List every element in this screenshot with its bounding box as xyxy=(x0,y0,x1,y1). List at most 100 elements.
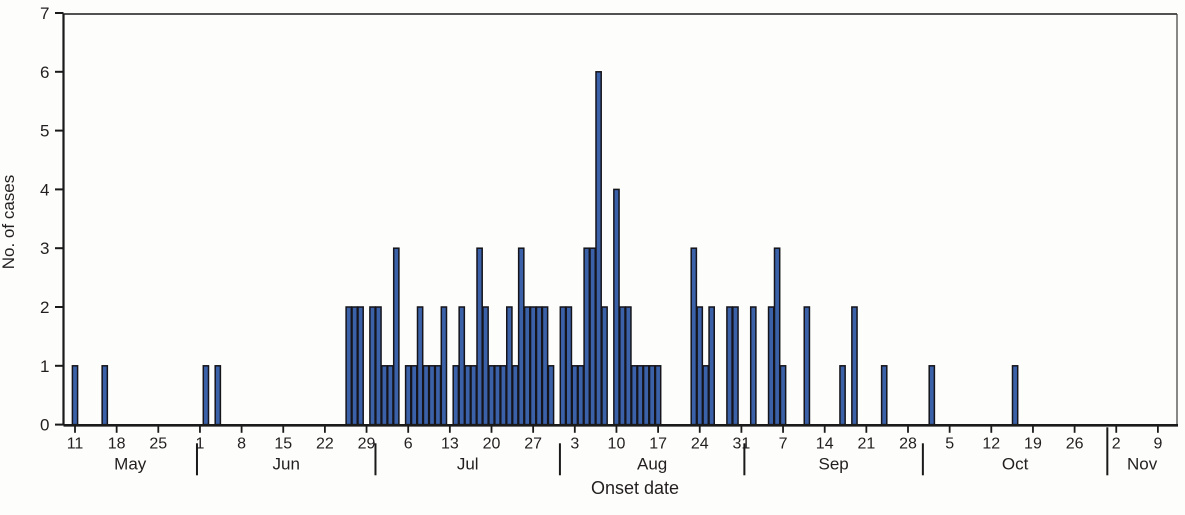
y-tick-label: 0 xyxy=(40,416,49,435)
case-bar xyxy=(702,365,710,426)
case-bar xyxy=(779,365,787,426)
case-bar xyxy=(589,247,596,426)
x-axis-title: Onset date xyxy=(590,478,680,498)
case-bar xyxy=(71,365,79,426)
bars-group xyxy=(71,71,1019,426)
case-bar xyxy=(494,365,501,426)
case-bar xyxy=(214,365,222,426)
case-bar xyxy=(559,306,567,426)
case-bar xyxy=(642,365,650,426)
case-bar xyxy=(422,365,430,426)
case-bar xyxy=(839,365,846,426)
case-bar xyxy=(351,306,358,426)
x-tick-label: 20 xyxy=(483,435,501,452)
case-bar xyxy=(345,306,353,426)
case-bar xyxy=(511,365,519,426)
case-bar xyxy=(636,365,644,426)
case-bar xyxy=(595,71,602,426)
case-bar xyxy=(387,365,394,426)
case-bar xyxy=(547,365,555,426)
case-bar xyxy=(773,247,781,426)
x-tick-label: 5 xyxy=(945,435,954,452)
case-bar xyxy=(452,365,460,426)
x-tick-label: 7 xyxy=(779,435,788,452)
case-bar xyxy=(482,306,489,426)
x-tick-label: 14 xyxy=(816,435,834,452)
x-tick-label: 24 xyxy=(691,435,709,452)
month-label: Nov xyxy=(1127,454,1158,473)
case-bar xyxy=(488,365,495,426)
x-tick-label: 31 xyxy=(733,435,751,452)
case-bar xyxy=(851,306,858,426)
x-tick-label: 15 xyxy=(274,435,292,452)
case-bar xyxy=(619,306,626,426)
y-tick-label: 3 xyxy=(40,239,49,258)
x-tick-label: 1 xyxy=(195,435,204,452)
x-tick-label: 26 xyxy=(1066,435,1084,452)
case-bar xyxy=(613,188,620,426)
x-tick-label: 27 xyxy=(524,435,542,452)
month-label: May xyxy=(114,454,147,473)
case-bar xyxy=(476,247,483,426)
case-bar xyxy=(690,247,698,426)
x-tick-label: 8 xyxy=(237,435,246,452)
month-label: Jul xyxy=(457,454,479,473)
case-bar xyxy=(696,306,704,426)
x-tick-label: 2 xyxy=(1112,435,1121,452)
case-bar xyxy=(803,306,811,426)
x-tick-label: 22 xyxy=(316,435,334,452)
case-bar xyxy=(375,306,382,426)
x-tick-label: 6 xyxy=(404,435,413,452)
case-bar xyxy=(583,247,591,426)
case-bar xyxy=(517,247,525,426)
case-bar xyxy=(416,306,424,426)
x-tick-label: 19 xyxy=(1024,435,1042,452)
case-bar xyxy=(880,365,888,426)
case-bar xyxy=(577,365,585,426)
x-tick-label: 13 xyxy=(441,435,459,452)
case-bar xyxy=(565,306,573,426)
x-tick-label: 25 xyxy=(149,435,167,452)
case-bar xyxy=(732,306,739,426)
case-bar xyxy=(369,306,376,426)
x-tick-label: 18 xyxy=(108,435,126,452)
case-bar xyxy=(392,247,400,426)
case-bar xyxy=(440,306,448,426)
y-axis-title: No. of cases xyxy=(0,174,18,270)
month-label: Aug xyxy=(637,454,667,473)
x-tick-label: 10 xyxy=(608,435,626,452)
case-bar xyxy=(357,306,364,426)
y-tick-label: 4 xyxy=(40,180,49,199)
case-bar xyxy=(928,365,936,426)
case-bar xyxy=(506,306,513,426)
case-bar xyxy=(434,365,442,426)
x-tick-label: 12 xyxy=(982,435,1000,452)
case-bar xyxy=(708,306,715,426)
case-bar xyxy=(458,306,466,426)
y-tick-label: 1 xyxy=(40,357,49,376)
x-tick-label: 9 xyxy=(1153,435,1162,452)
case-bar xyxy=(523,306,531,426)
case-bar xyxy=(535,306,543,426)
case-bar xyxy=(648,365,656,426)
case-bar xyxy=(529,306,537,426)
case-bar xyxy=(500,365,507,426)
case-bar xyxy=(749,306,757,426)
case-bar xyxy=(726,306,733,426)
case-bar xyxy=(410,365,418,426)
case-bar xyxy=(404,365,412,426)
case-bar xyxy=(571,365,579,426)
y-tick-label: 2 xyxy=(40,298,49,317)
case-bar xyxy=(541,306,549,426)
case-bar xyxy=(601,306,608,426)
x-tick-label: 3 xyxy=(570,435,579,452)
month-label: Oct xyxy=(1002,454,1029,473)
x-tick-label: 11 xyxy=(67,435,84,452)
case-bar xyxy=(1011,365,1019,426)
case-bar xyxy=(654,365,662,426)
y-tick-label: 7 xyxy=(40,4,49,23)
case-bar xyxy=(470,365,477,426)
case-bar xyxy=(428,365,436,426)
